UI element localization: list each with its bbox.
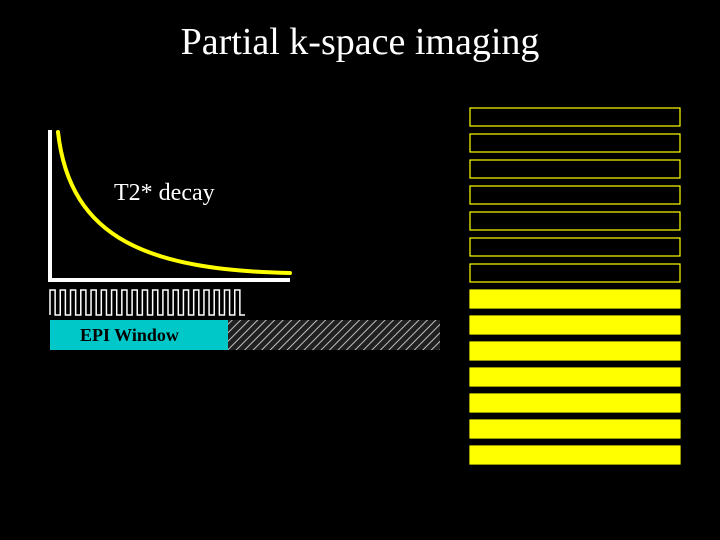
kspace-row [470,108,680,126]
kspace-row [470,394,680,412]
kspace-row [470,368,680,386]
kspace-row [470,134,680,152]
slide-root: Partial k-space imaging T2* decay EPI Wi… [0,0,720,540]
kspace-row [470,160,680,178]
kspace-row [470,446,680,464]
kspace-row [470,186,680,204]
kspace-row [470,290,680,308]
t2star-decay-label: T2* decay [114,180,215,207]
kspace-row [470,342,680,360]
diagram-canvas [0,0,720,540]
epi-readout-waveform [50,290,245,315]
slide-title: Partial k-space imaging [0,20,720,64]
kspace-row [470,238,680,256]
kspace-row [470,316,680,334]
kspace-row [470,212,680,230]
kspace-row [470,264,680,282]
epi-window-label: EPI Window [80,325,179,346]
epi-window-hatched [228,320,440,350]
kspace-row [470,420,680,438]
